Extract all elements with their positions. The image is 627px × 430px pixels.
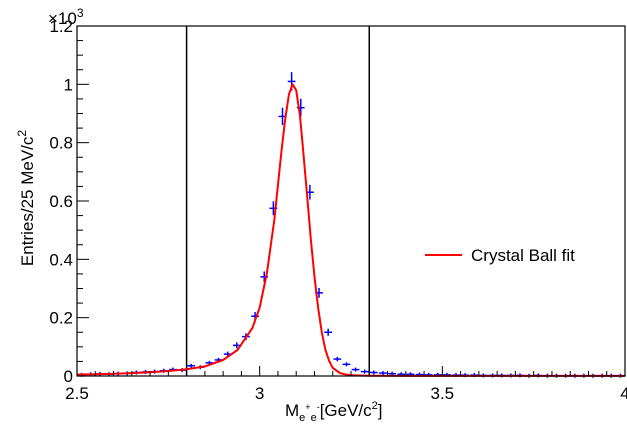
data-point xyxy=(369,370,378,375)
x-axis-title-sub1: e xyxy=(299,412,305,424)
legend: Crystal Ball fit xyxy=(425,246,575,265)
y-exponent-prefix: ×10 xyxy=(48,9,77,28)
data-point xyxy=(232,342,241,349)
data-point xyxy=(333,356,342,362)
data-point xyxy=(351,367,360,372)
y-exponent-power: 3 xyxy=(77,6,84,20)
x-axis-title-base: M xyxy=(285,401,299,420)
x-tick-label: 3.5 xyxy=(431,384,455,403)
x-axis-title-unit-sup: 2 xyxy=(372,400,378,412)
legend-label-crystal-ball-fit: Crystal Ball fit xyxy=(471,246,575,265)
x-tick-label: 4 xyxy=(620,384,627,403)
x-axis-title-sup2: - xyxy=(317,402,320,412)
y-tick-label: 0 xyxy=(64,367,73,386)
x-axis-title-sup1: + xyxy=(305,402,310,412)
y-axis-exponent: ×103 xyxy=(48,6,84,28)
x-tick-label: 3 xyxy=(255,384,264,403)
series-line-crystal-ball-fit xyxy=(76,83,625,377)
y-tick-label: 0.8 xyxy=(49,134,73,153)
data-point xyxy=(324,328,333,336)
y-axis-title-sup: 2 xyxy=(15,130,29,137)
x-axis-title: Me+e-[GeV/c2] xyxy=(285,400,383,424)
y-tick-label: 0.2 xyxy=(49,309,73,328)
y-axis-title-main: Entries/25 MeV/c xyxy=(18,136,37,266)
y-tick-label: 0.6 xyxy=(49,192,73,211)
y-tick-label: 0.4 xyxy=(49,250,73,269)
data-point xyxy=(379,371,387,376)
x-axis-title-sub2: e xyxy=(311,412,317,424)
x-tick-label: 2.5 xyxy=(65,384,89,403)
y-tick-label: 1.2 xyxy=(49,17,73,36)
y-axis-title: Entries/25 MeV/c2 xyxy=(15,130,37,266)
data-point xyxy=(360,369,369,374)
data-point xyxy=(342,362,351,367)
x-axis-title-unit: [GeV/c xyxy=(320,401,372,420)
data-point xyxy=(187,363,196,368)
x-axis-title-unit-end: ] xyxy=(378,401,383,420)
y-tick-label: 1 xyxy=(64,75,73,94)
